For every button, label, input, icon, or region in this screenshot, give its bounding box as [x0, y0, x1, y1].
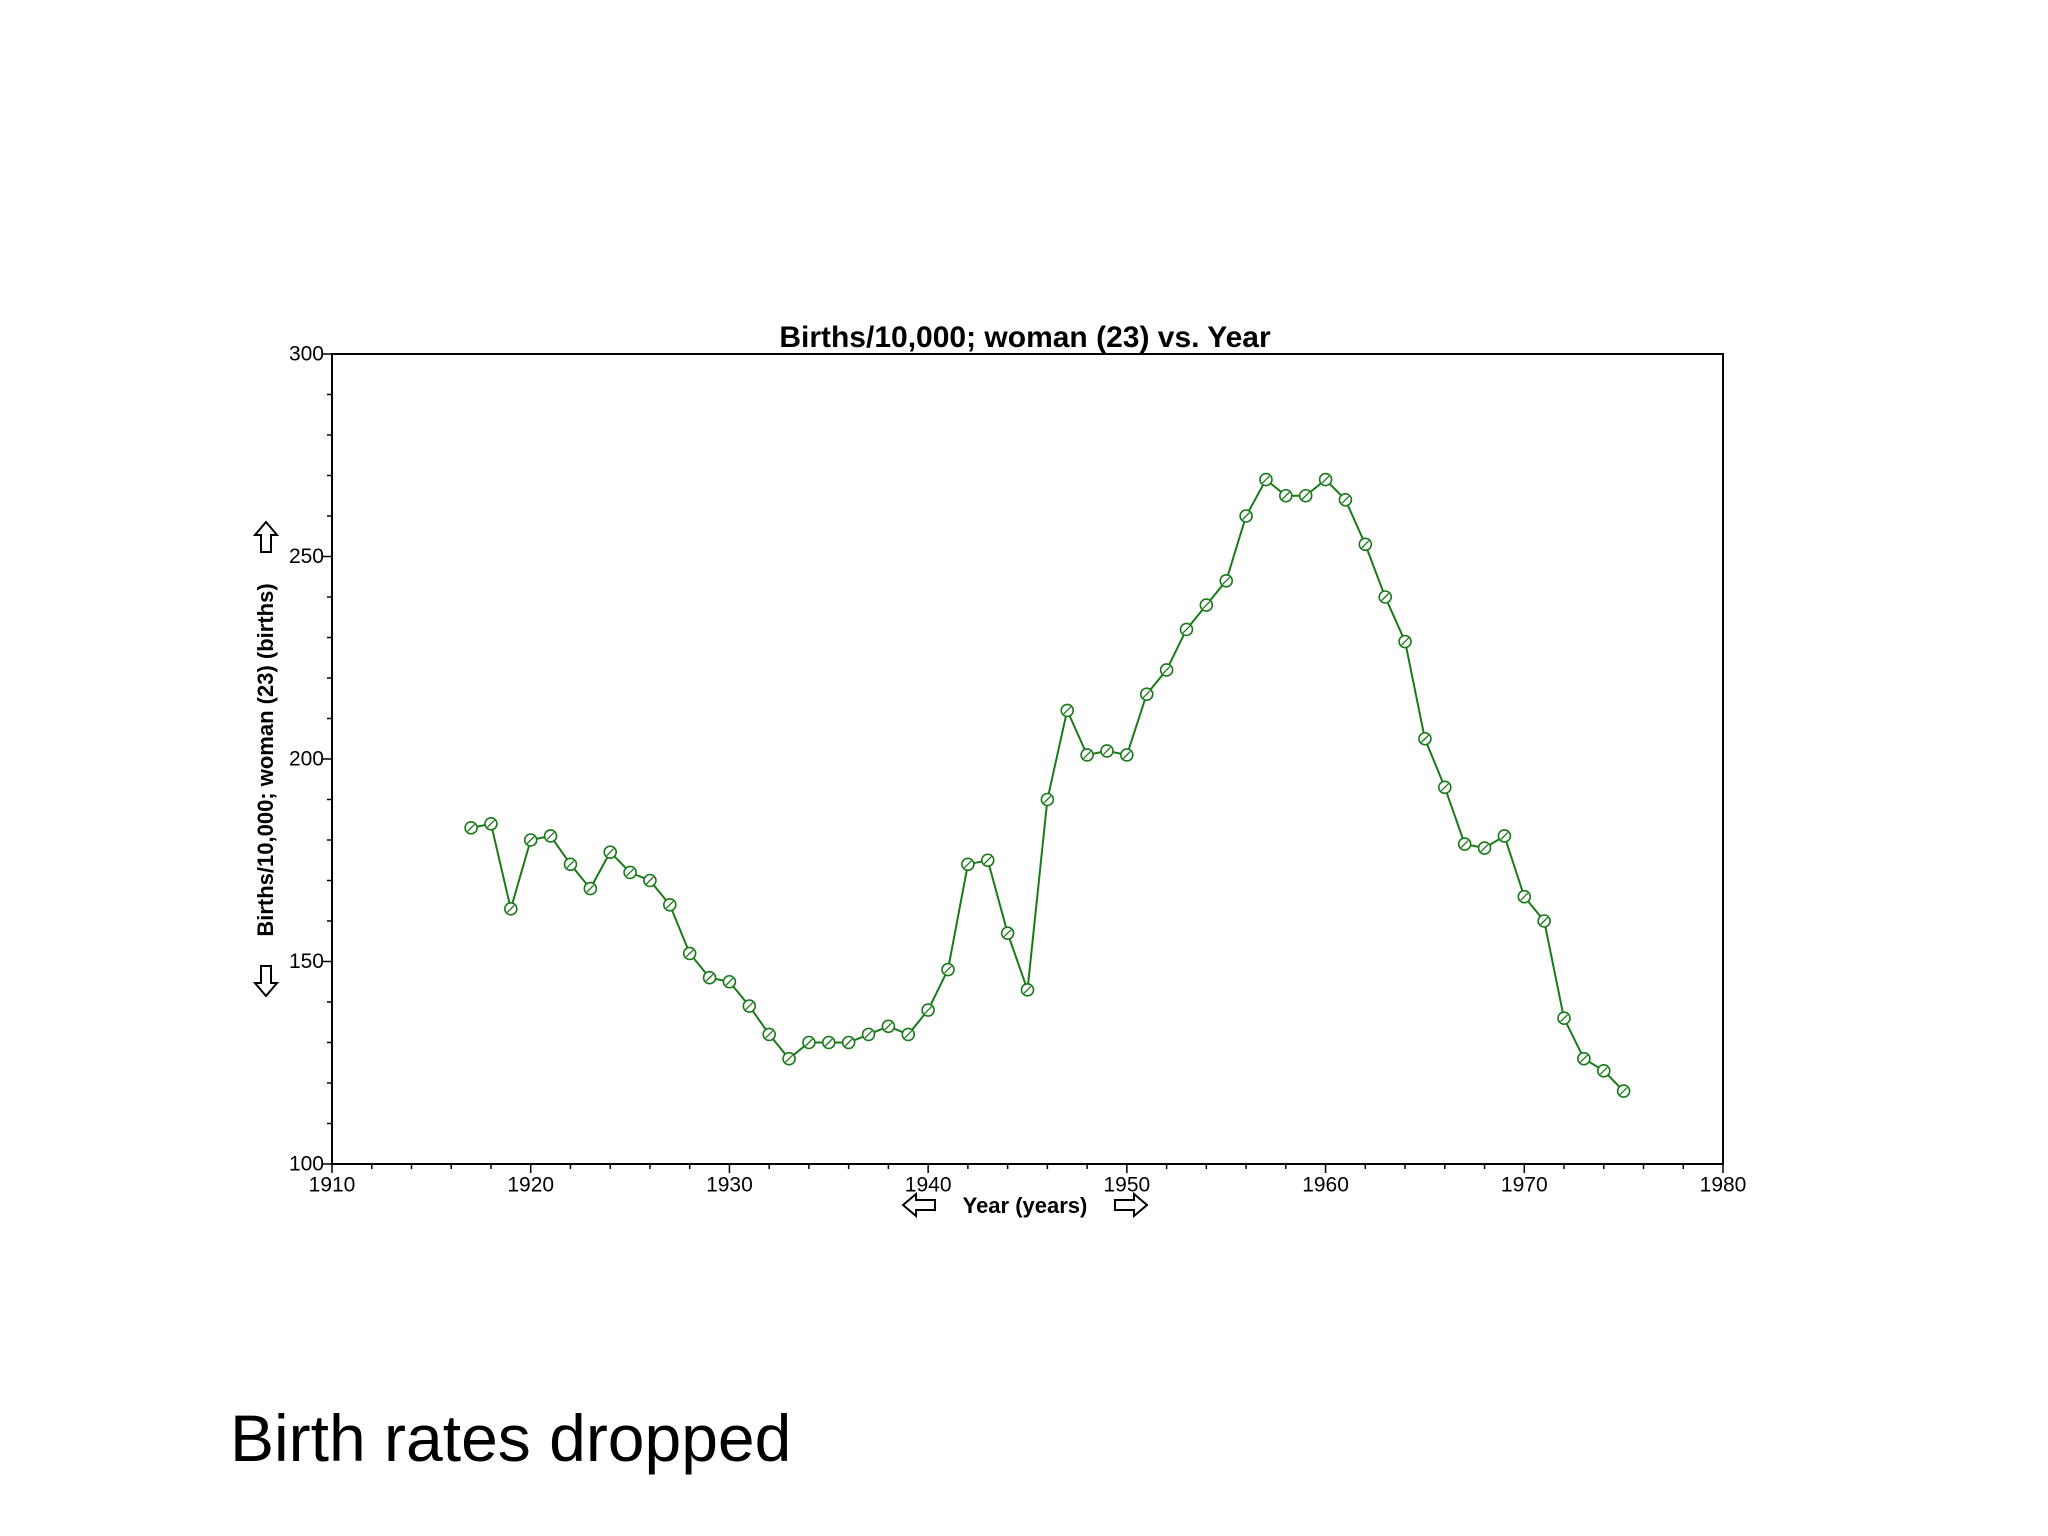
data-point	[1457, 837, 1472, 851]
data-point	[1318, 472, 1333, 487]
y-axis-label-group: Births/10,000; woman (23) (births)	[252, 520, 280, 998]
data-point	[1477, 841, 1492, 855]
data-point	[543, 829, 558, 843]
data-point	[1159, 663, 1174, 677]
data-point	[1000, 926, 1015, 940]
y-tick-label: 250	[289, 545, 324, 568]
data-point	[1120, 748, 1134, 762]
x-tick-label: 1950	[1103, 1174, 1150, 1197]
data-point	[1616, 1084, 1631, 1098]
data-point	[682, 946, 697, 961]
data-point	[1537, 914, 1551, 928]
data-point	[1398, 634, 1412, 649]
data-point	[1259, 472, 1273, 487]
data-point	[1298, 488, 1313, 503]
x-tick-label: 1960	[1302, 1174, 1349, 1197]
data-point	[623, 865, 637, 880]
slide-caption: Birth rates dropped	[230, 1401, 792, 1475]
data-point	[1358, 537, 1373, 552]
x-tick-label: 1930	[706, 1174, 753, 1197]
data-point	[1418, 731, 1432, 746]
data-point	[841, 1035, 856, 1050]
left-arrow-icon	[901, 1191, 936, 1219]
data-point	[1080, 748, 1094, 762]
data-point	[762, 1027, 776, 1042]
data-point	[1060, 703, 1075, 718]
data-point	[1040, 792, 1055, 807]
data-point	[504, 902, 518, 916]
data-point	[980, 853, 995, 868]
data-point	[821, 1035, 836, 1050]
data-point	[782, 1051, 796, 1066]
x-tick-label: 1980	[1700, 1174, 1747, 1197]
data-point	[1219, 573, 1234, 588]
down-arrow-icon	[252, 965, 280, 998]
data-point	[1577, 1051, 1591, 1066]
chart-title: Births/10,000; woman (23) vs. Year	[779, 321, 1271, 354]
data-point	[941, 962, 955, 977]
data-point	[563, 857, 578, 872]
x-tick-label: 1910	[309, 1174, 356, 1197]
data-point	[1239, 509, 1253, 523]
data-point	[1438, 780, 1452, 795]
data-point	[603, 845, 618, 859]
data-point	[1497, 829, 1512, 843]
x-axis-label: Year (years)	[963, 1193, 1088, 1218]
data-point	[1279, 488, 1293, 503]
data-point	[881, 1019, 896, 1034]
x-axis-label-group: Year (years)	[901, 1191, 1149, 1219]
data-point	[663, 897, 677, 912]
data-point	[861, 1027, 876, 1042]
data-point	[1139, 687, 1154, 702]
up-arrow-icon	[252, 520, 280, 553]
data-point	[1557, 1011, 1571, 1026]
data-point	[802, 1035, 816, 1050]
y-tick-label: 200	[289, 748, 324, 771]
plot-area	[331, 353, 1724, 1165]
data-point	[1517, 889, 1532, 904]
x-tick-label: 1940	[905, 1174, 952, 1197]
data-point	[722, 974, 737, 989]
data-point	[702, 970, 717, 985]
y-tick-label: 150	[289, 950, 324, 973]
data-point	[464, 821, 478, 835]
y-tick-label: 100	[289, 1153, 324, 1176]
data-point	[1596, 1064, 1611, 1078]
y-axis-label: Births/10,000; woman (23) (births)	[253, 583, 278, 936]
data-point	[583, 881, 598, 896]
data-point	[921, 1003, 935, 1017]
right-arrow-icon	[1114, 1191, 1149, 1219]
data-point	[901, 1027, 916, 1042]
axis-ticks: 1910 1920 1930 1940 1950 1960 1970 1980 100 150 20…	[289, 343, 1746, 1197]
data-point	[1179, 622, 1194, 637]
data-point	[742, 999, 757, 1013]
data-point	[1378, 590, 1392, 604]
data-point	[523, 833, 538, 847]
x-tick-label: 1920	[507, 1174, 554, 1197]
data-point	[643, 873, 657, 888]
data-point	[1338, 492, 1353, 507]
y-tick-label: 300	[289, 343, 324, 366]
x-tick-label: 1970	[1501, 1174, 1548, 1197]
series-line-group	[464, 472, 1631, 1098]
data-point	[1020, 983, 1035, 997]
data-point	[484, 816, 498, 831]
data-point	[961, 857, 975, 872]
data-point	[1100, 744, 1114, 758]
data-point	[1199, 598, 1214, 612]
